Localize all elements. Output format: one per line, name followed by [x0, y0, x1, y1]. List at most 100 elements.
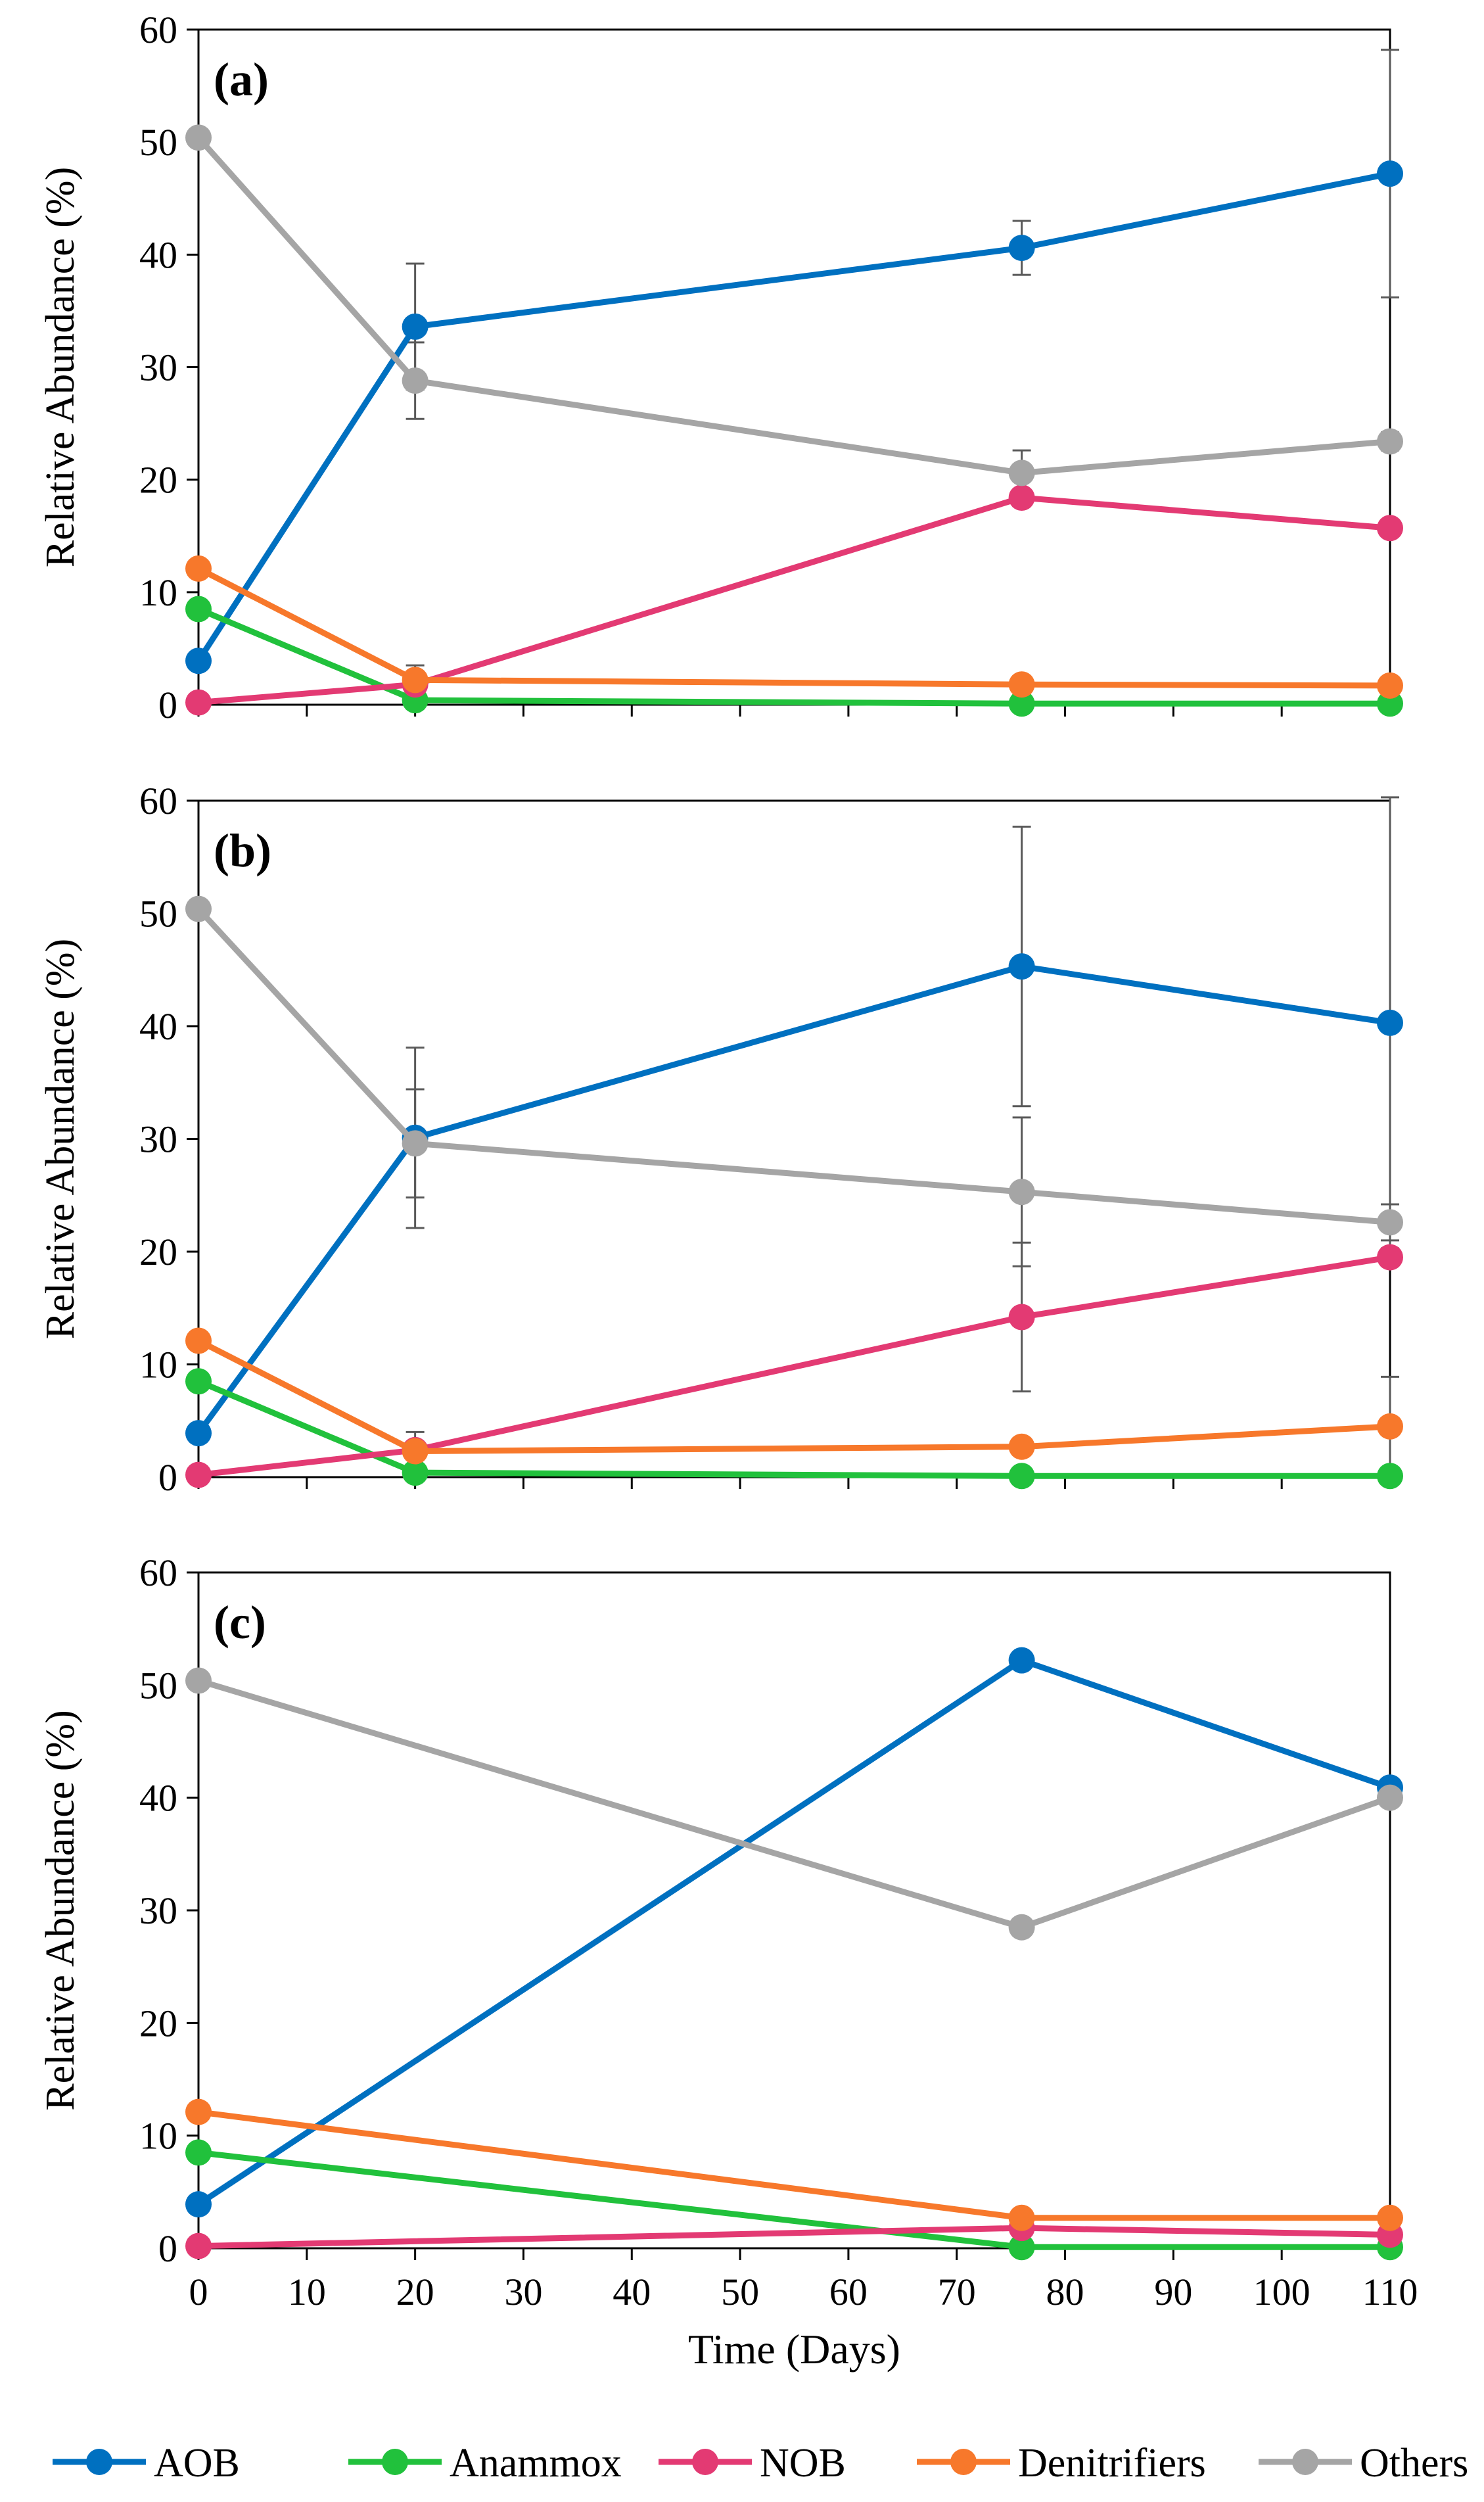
x-tick-label: 50: [721, 2271, 759, 2313]
y-tick-label: 50: [139, 121, 177, 164]
data-point-aob: [1377, 1009, 1403, 1036]
data-point-nob: [185, 2232, 212, 2259]
data-point-others: [1008, 1179, 1035, 1206]
series-line-nob: [198, 1254, 1391, 1478]
data-point-nob: [185, 1461, 212, 1488]
chart-panel-3: 0 10 20 30 40 50 60 0 10 20 30 40 50 60 70 80 90 100 110 Re…: [38, 1551, 1418, 2372]
y-tick-label: 0: [158, 2227, 177, 2270]
legend-label-denitrifiers: Denitrifiers: [1018, 2441, 1206, 2486]
panel-label: (a): [214, 53, 269, 106]
y-tick-label: 10: [139, 1344, 177, 1386]
x-tick-label: 20: [396, 2271, 434, 2313]
y-tick-label: 40: [139, 1777, 177, 1820]
data-point-aob: [402, 313, 429, 340]
data-point-others: [1008, 460, 1035, 486]
data-point-anammox: [1377, 1463, 1403, 1490]
series-line-denitrifiers: [197, 1338, 1391, 1455]
series-line-others: [196, 135, 1391, 476]
data-point-aob: [185, 1420, 212, 1447]
plot-frame: [197, 799, 1391, 1478]
data-point-nob: [1008, 1304, 1035, 1331]
chart-panel-2: 0 10 20 30 40 50 60 Relative Abundance (%) (b): [38, 780, 1403, 1499]
legend-marker-others: [1292, 2449, 1318, 2475]
legend-marker-anammox: [382, 2449, 408, 2475]
data-point-others: [185, 124, 212, 151]
y-tick-label: 20: [139, 2002, 177, 2044]
y-axis-title: Relative Abundance (%): [38, 939, 83, 1339]
data-point-anammox: [402, 1459, 429, 1486]
series-line-denitrifiers: [197, 565, 1391, 689]
data-point-others: [402, 367, 429, 394]
legend: AOB Anammox NOB Denitrifiers Others: [53, 2441, 1468, 2486]
y-tick-label: 0: [158, 1456, 177, 1499]
x-tick-label: 110: [1362, 2271, 1418, 2313]
data-point-nob: [185, 689, 212, 716]
data-point-others: [185, 1667, 212, 1694]
legend-label-aob: AOB: [154, 2441, 240, 2486]
data-point-aob: [1008, 1647, 1035, 1674]
y-axis-title: Relative Abundance (%): [38, 167, 83, 567]
data-point-anammox: [185, 2139, 212, 2166]
data-point-anammox: [1008, 2234, 1035, 2261]
data-point-nob: [1008, 484, 1035, 511]
data-point-denitrifiers: [185, 555, 212, 582]
legend-marker-nob: [692, 2449, 718, 2475]
series-line-others: [197, 1678, 1391, 1931]
series-line-denitrifiers: [198, 2109, 1390, 2221]
y-tick-label: 30: [139, 1118, 177, 1161]
data-point-denitrifiers: [185, 2098, 212, 2125]
data-point-denitrifiers: [185, 1327, 212, 1354]
y-tick-label: 40: [139, 1005, 177, 1048]
series-line-aob: [196, 170, 1391, 663]
y-tick-label: 20: [139, 459, 177, 502]
data-point-anammox: [1008, 1463, 1035, 1490]
series-line-nob: [198, 494, 1391, 706]
x-tick-label: 40: [613, 2271, 651, 2313]
legend-label-anammox: Anammox: [450, 2441, 622, 2486]
data-point-others: [1377, 428, 1403, 455]
y-tick-label: 30: [139, 346, 177, 389]
data-point-others: [402, 1130, 429, 1157]
y-tick-label: 60: [139, 1551, 177, 1594]
data-point-anammox: [185, 1368, 212, 1395]
panel-label: (c): [214, 1596, 266, 1649]
x-tick-label: 100: [1253, 2271, 1310, 2313]
data-point-nob: [1377, 1244, 1403, 1271]
data-point-others: [1377, 1209, 1403, 1236]
legend-marker-denitrifiers: [950, 2449, 977, 2475]
data-point-denitrifiers: [1008, 671, 1035, 698]
plot-frame: [197, 1571, 1391, 2250]
x-tick-label: 0: [189, 2271, 208, 2313]
series-line-anammox: [197, 606, 1390, 707]
data-point-aob: [1377, 160, 1403, 187]
x-axis-title: Time (Days): [688, 2326, 900, 2372]
legend-label-nob: NOB: [760, 2441, 846, 2486]
data-point-aob: [1008, 235, 1035, 262]
data-point-nob: [1377, 515, 1403, 542]
data-point-anammox: [185, 596, 212, 623]
series-line-anammox: [197, 1379, 1390, 1479]
series-line-aob: [196, 963, 1391, 1435]
series-line-aob: [197, 1657, 1391, 2207]
data-point-denitrifiers: [402, 667, 429, 694]
y-tick-label: 60: [139, 780, 177, 822]
data-point-denitrifiers: [1008, 2204, 1035, 2231]
y-tick-label: 20: [139, 1231, 177, 1273]
x-tick-label: 80: [1046, 2271, 1084, 2313]
plot-frame: [197, 28, 1391, 706]
data-point-denitrifiers: [1008, 1433, 1035, 1460]
x-tick-label: 10: [288, 2271, 326, 2313]
data-point-others: [1377, 1784, 1403, 1811]
x-tick-label: 70: [938, 2271, 976, 2313]
series-line-nob: [198, 2225, 1391, 2250]
y-tick-label: 10: [139, 2115, 177, 2158]
data-point-denitrifiers: [402, 1438, 429, 1465]
data-point-anammox: [1377, 690, 1403, 717]
chart-panel-1: 0 10 20 30 40 50 60 Relative Abundance (%) (a): [38, 9, 1403, 726]
y-axis-title: Relative Abundance (%): [38, 1710, 83, 2110]
legend-marker-aob: [86, 2449, 112, 2475]
data-point-aob: [185, 2191, 212, 2218]
data-point-others: [185, 895, 212, 922]
data-point-denitrifiers: [1377, 1413, 1403, 1440]
